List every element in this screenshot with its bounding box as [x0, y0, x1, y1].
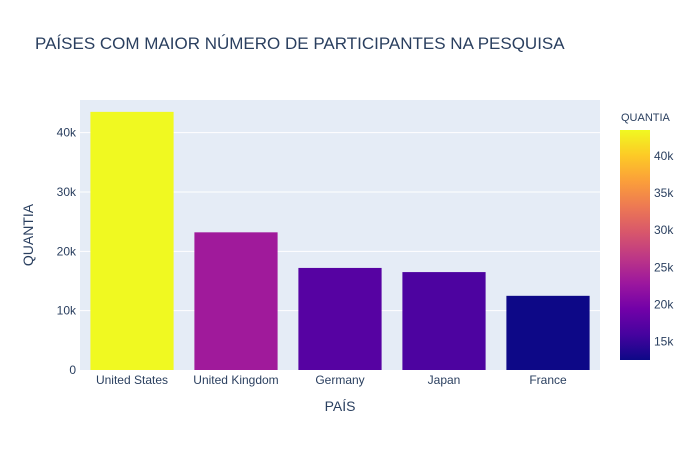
y-tick-labels: 0 10k 20k 30k 40k — [57, 126, 77, 377]
x-tick-label: France — [529, 373, 567, 387]
colorbar-ticks: 15k 20k 25k 30k 35k 40k — [654, 149, 674, 348]
x-axis-title: PAÍS — [325, 398, 356, 414]
x-tick-label: United States — [96, 373, 168, 387]
colorbar-tick-label: 25k — [654, 260, 674, 274]
colorbar-tick-label: 35k — [654, 186, 674, 200]
y-tick-label: 20k — [57, 244, 77, 258]
y-tick-label: 10k — [57, 304, 77, 318]
y-tick-label: 30k — [57, 185, 77, 199]
x-tick-labels: United States United Kingdom Germany Japan F… — [96, 373, 567, 387]
bar[interactable] — [506, 295, 590, 370]
x-tick-label: United Kingdom — [193, 373, 278, 387]
bar[interactable] — [402, 272, 486, 370]
y-tick-label: 40k — [57, 126, 77, 140]
colorbar-tick-label: 15k — [654, 334, 674, 348]
y-axis-title: QUANTIA — [20, 203, 36, 266]
y-tick-label: 0 — [69, 363, 76, 377]
chart-title: PAÍSES COM MAIOR NÚMERO DE PARTICIPANTES… — [35, 34, 565, 53]
colorbar-title: QUANTIA — [621, 112, 671, 124]
bar[interactable] — [90, 111, 174, 370]
colorbar-tick-label: 40k — [654, 149, 674, 163]
colorbar-tick-label: 20k — [654, 297, 674, 311]
bar[interactable] — [194, 232, 278, 370]
x-tick-label: Germany — [315, 373, 364, 387]
colorbar — [620, 130, 650, 360]
x-tick-label: Japan — [428, 373, 461, 387]
colorbar-tick-label: 30k — [654, 223, 674, 237]
bar[interactable] — [298, 267, 382, 370]
bars — [90, 111, 590, 370]
